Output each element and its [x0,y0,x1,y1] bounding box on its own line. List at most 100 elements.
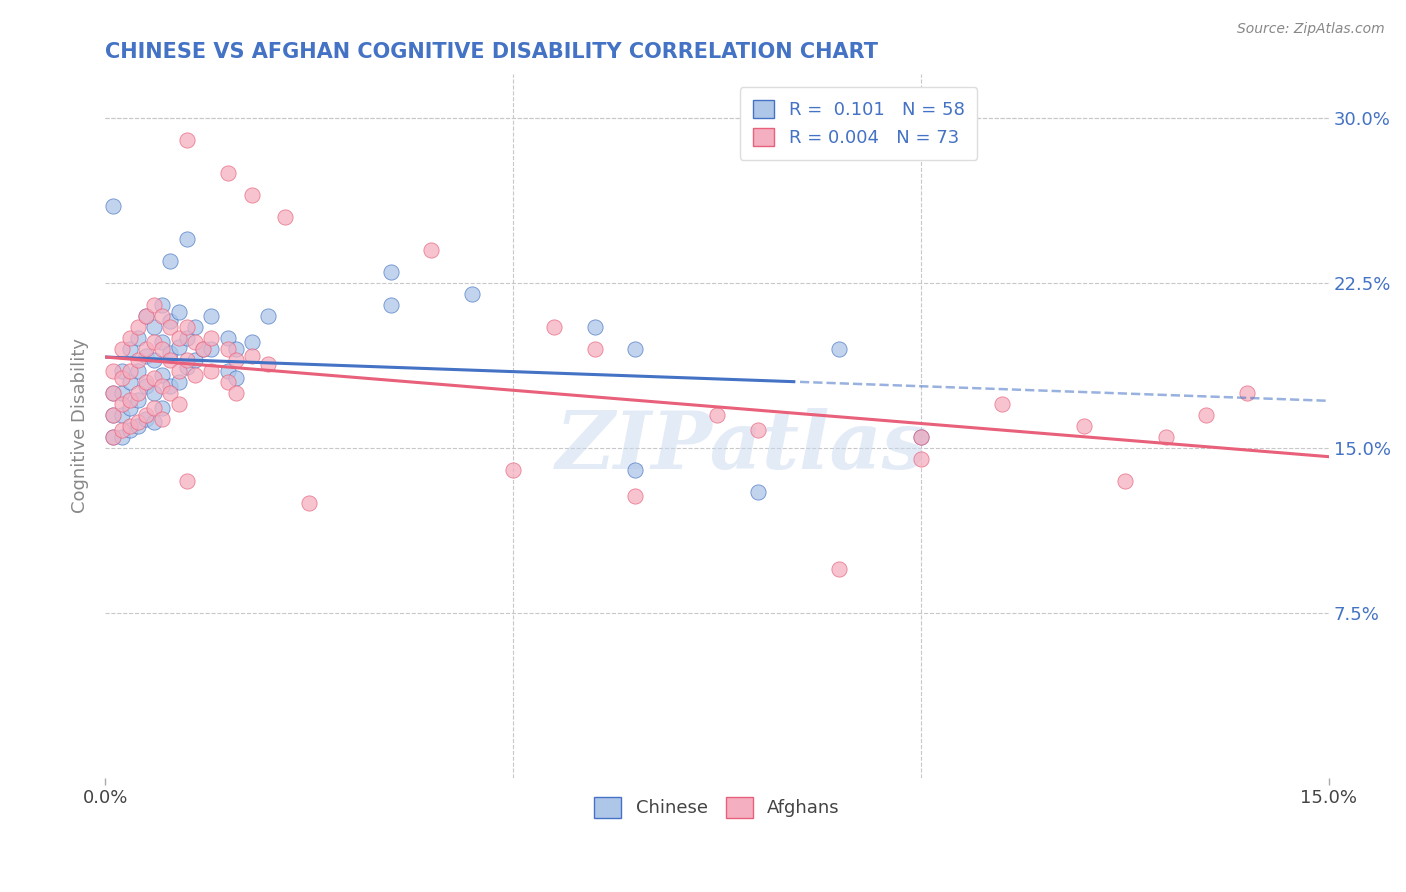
Point [624,463,647,477]
Point [159,386,181,401]
Point [225,353,247,368]
Point [143,386,166,401]
Point [118,423,141,437]
Text: Source: ZipAtlas.com: Source: ZipAtlas.com [1237,22,1385,37]
Point [110,423,132,437]
Point [110,342,132,356]
Point [127,386,149,401]
Point [624,489,647,503]
Legend: Chinese, Afghans: Chinese, Afghans [586,789,846,825]
Point [103,430,125,444]
Point [150,298,173,312]
Point [127,320,149,334]
Point [127,419,149,434]
Point [103,386,125,401]
Point [143,320,166,334]
Point [225,386,247,401]
Point [167,364,190,378]
Point [110,408,132,422]
Point [240,349,263,363]
Point [150,401,173,416]
Text: ZIPatlas: ZIPatlas [555,409,928,486]
Point [624,342,647,356]
Point [110,370,132,384]
Point [176,331,198,345]
Point [184,368,207,383]
Point [143,415,166,429]
Point [910,452,932,467]
Point [143,353,166,368]
Point [118,342,141,356]
Point [910,430,932,444]
Point [143,298,166,312]
Point [543,320,565,334]
Point [828,342,851,356]
Point [273,211,295,225]
Point [200,342,222,356]
Point [240,335,263,350]
Point [143,370,166,384]
Point [110,386,132,401]
Point [1073,419,1095,434]
Point [176,232,198,246]
Point [103,364,125,378]
Point [135,408,157,422]
Point [150,412,173,426]
Point [200,309,222,323]
Point [176,320,198,334]
Point [240,188,263,202]
Point [110,364,132,378]
Point [159,379,181,393]
Point [706,408,728,422]
Point [159,320,181,334]
Point [583,320,606,334]
Point [1236,386,1258,401]
Point [583,342,606,356]
Point [127,353,149,368]
Point [217,166,239,180]
Point [150,379,173,393]
Point [257,309,280,323]
Point [103,386,125,401]
Point [991,397,1014,411]
Point [217,364,239,378]
Point [110,430,132,444]
Point [167,340,190,354]
Point [159,313,181,327]
Point [127,392,149,407]
Point [184,335,207,350]
Point [135,375,157,389]
Point [135,379,157,393]
Point [176,474,198,488]
Point [103,199,125,213]
Point [298,496,321,510]
Point [103,430,125,444]
Point [200,364,222,378]
Point [502,463,524,477]
Point [167,397,190,411]
Point [176,353,198,368]
Point [420,244,443,258]
Point [176,359,198,374]
Point [118,419,141,434]
Point [910,430,932,444]
Point [118,401,141,416]
Point [150,368,173,383]
Point [118,364,141,378]
Point [380,265,402,279]
Point [118,375,141,389]
Point [747,484,769,499]
Point [159,254,181,268]
Point [828,562,851,576]
Point [135,349,157,363]
Point [200,331,222,345]
Point [127,331,149,345]
Point [167,375,190,389]
Point [118,392,141,407]
Point [191,342,214,356]
Point [135,412,157,426]
Point [1114,474,1136,488]
Point [103,408,125,422]
Point [184,353,207,368]
Point [135,309,157,323]
